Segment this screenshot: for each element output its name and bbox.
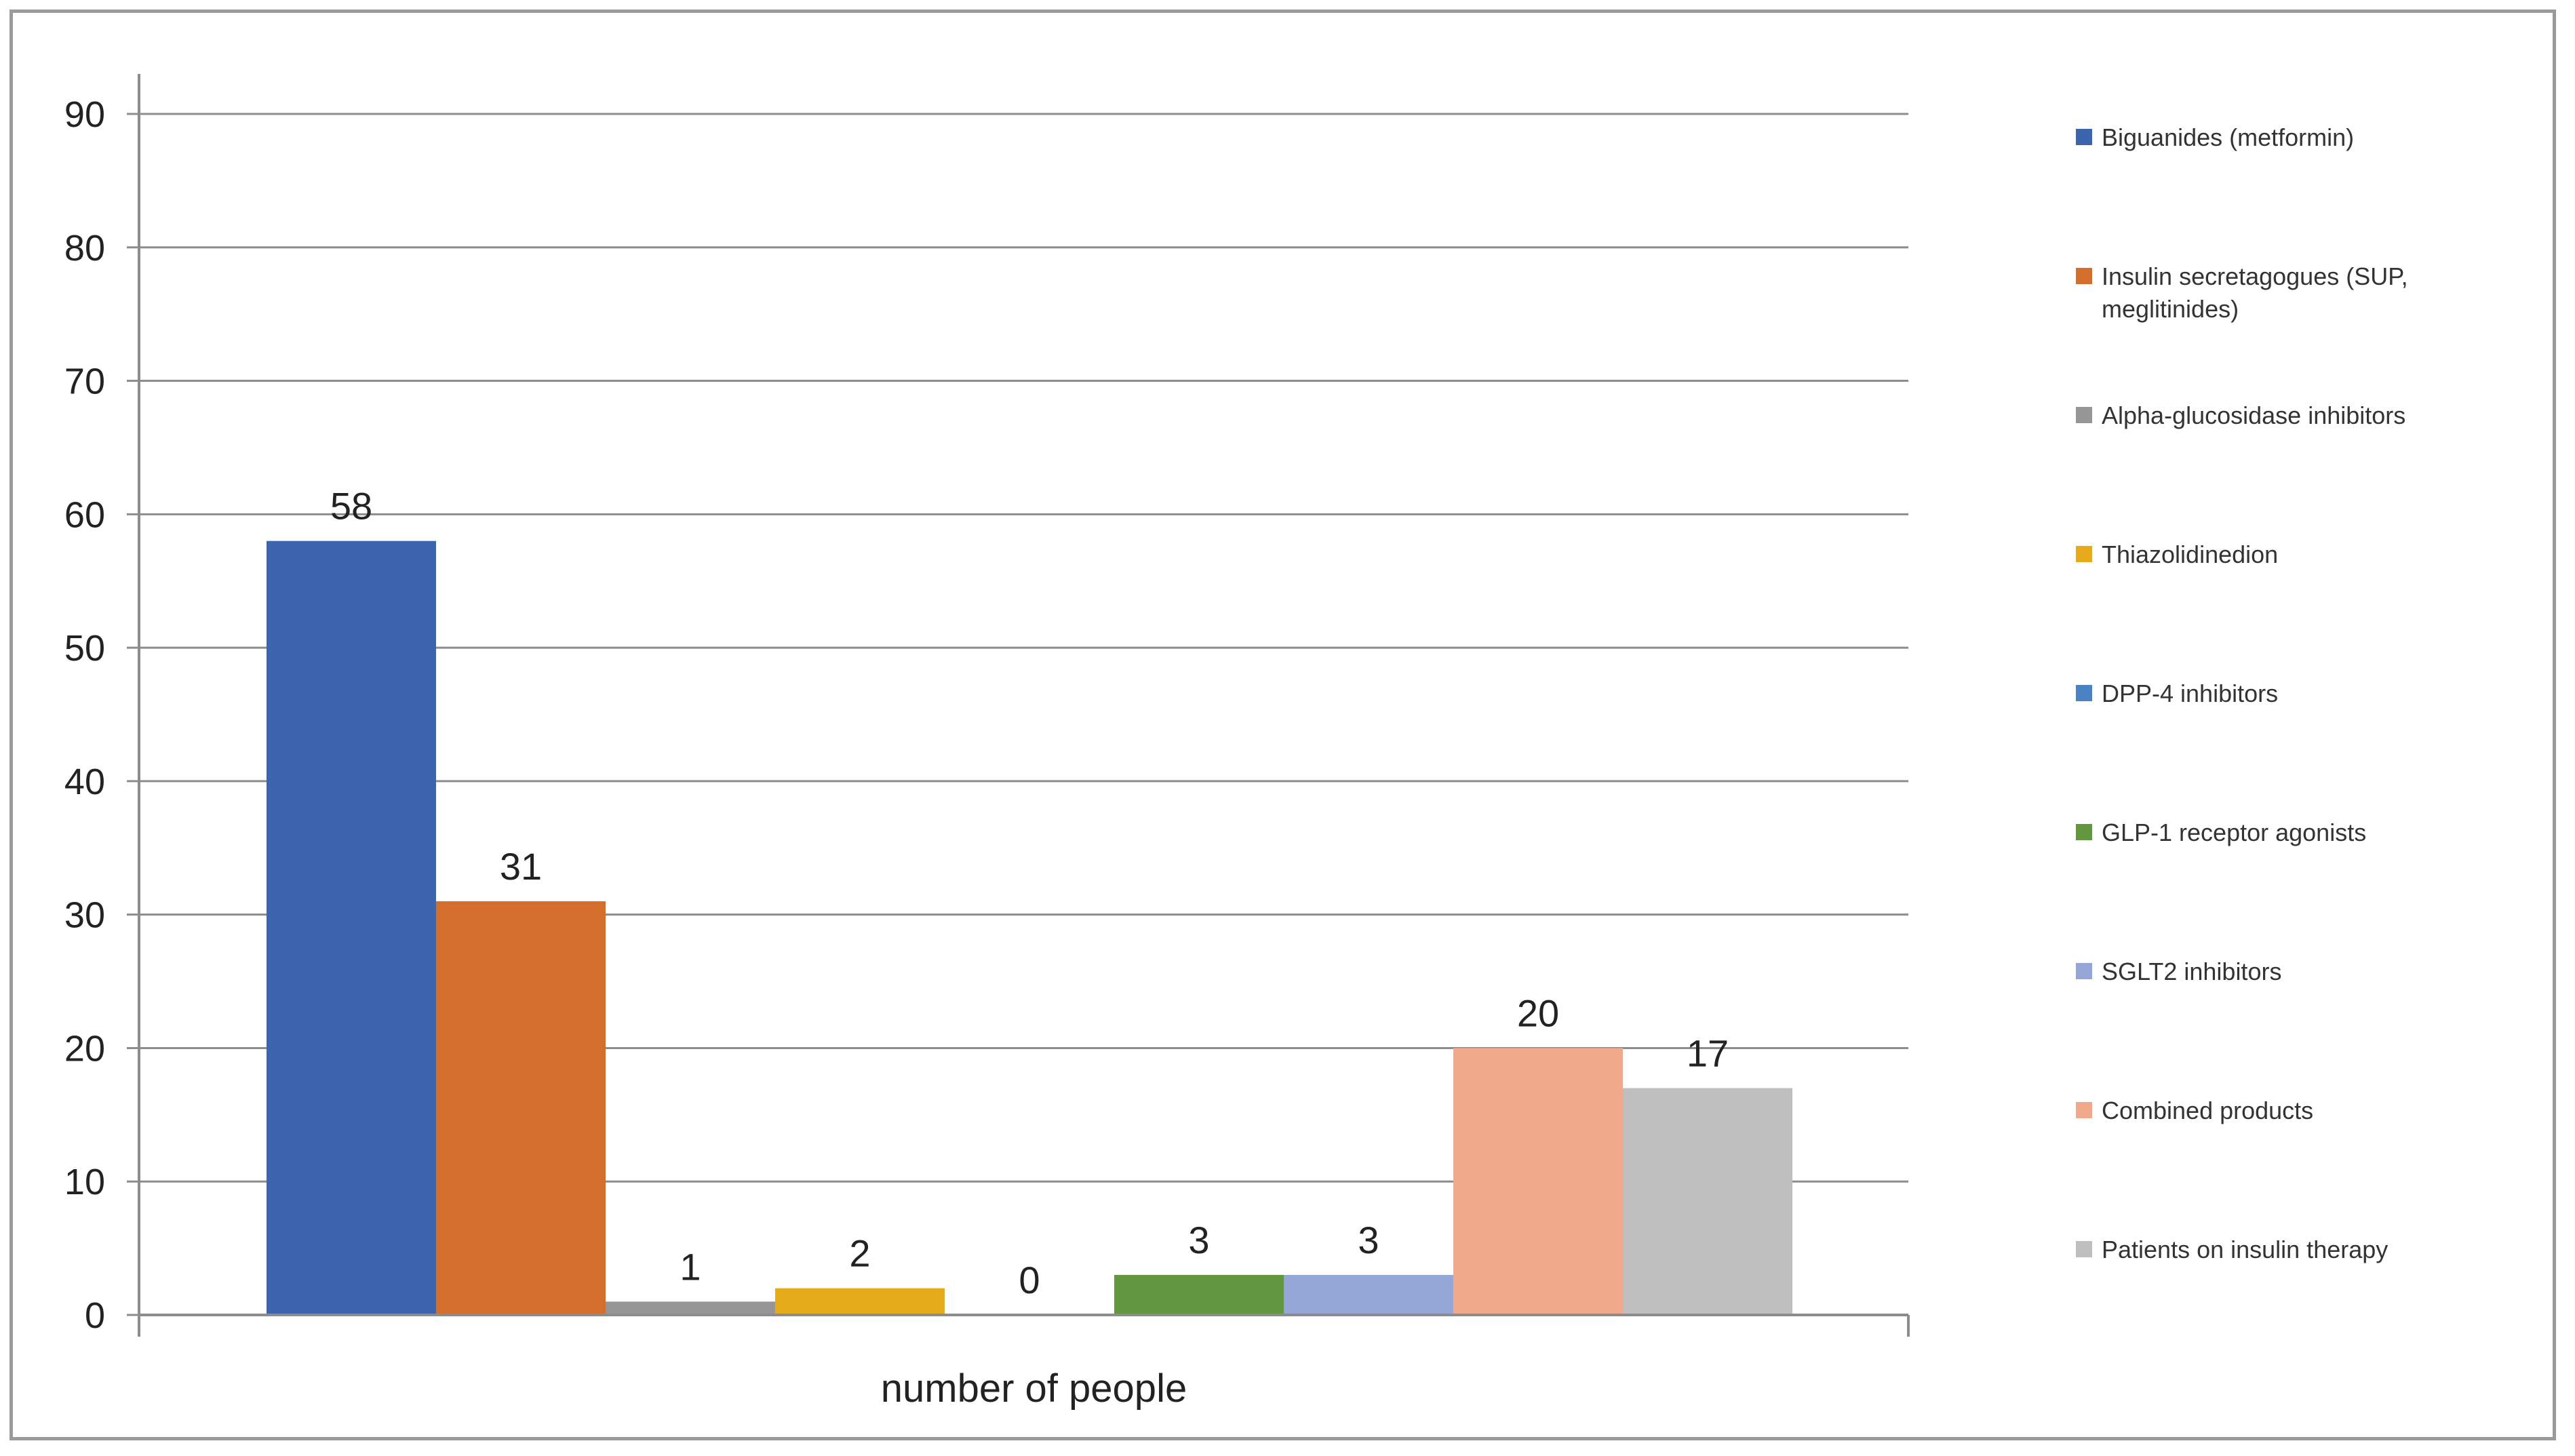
data-label: 31 [500, 845, 542, 888]
y-tick-label: 80 [64, 228, 105, 269]
legend-swatch [2076, 407, 2092, 423]
y-tick-label: 50 [64, 628, 105, 669]
data-label: 2 [849, 1232, 870, 1275]
data-label: 58 [330, 485, 372, 528]
legend-label: Insulin secretagogues (SUP, meglitinides) [2102, 262, 2408, 323]
legend-label: GLP-1 receptor agonists [2102, 819, 2366, 846]
bar [1114, 1274, 1284, 1315]
y-tick-label: 60 [64, 494, 105, 535]
legend-swatch [2076, 268, 2092, 284]
data-label: 3 [1358, 1219, 1379, 1261]
x-axis-label: number of people [881, 1366, 1187, 1411]
y-tick-label: 30 [64, 895, 105, 936]
legend-label: DPP-4 inhibitors [2102, 680, 2278, 707]
bar [1623, 1088, 1792, 1315]
legend-label: Biguanides (metformin) [2102, 123, 2354, 151]
data-label: 3 [1188, 1219, 1209, 1261]
legend-swatch [2076, 1102, 2092, 1118]
legend-label: Patients on insulin therapy [2102, 1236, 2388, 1263]
legend-swatch [2076, 129, 2092, 145]
chart-frame: 0 10 20 30 40 50 60 70 80 90 58 31 1 2 0 3 3 20 17 number… [9, 9, 2556, 1440]
y-tick-label: 20 [64, 1028, 105, 1069]
bar [1453, 1048, 1623, 1315]
y-tick-label: 0 [85, 1295, 105, 1336]
bar [436, 901, 606, 1315]
y-tick-label: 40 [64, 762, 105, 802]
legend-swatch [2076, 963, 2092, 979]
data-label: 17 [1687, 1031, 1729, 1074]
legend-swatch [2076, 685, 2092, 701]
legend-label: SGLT2 inhibitors [2102, 958, 2281, 985]
legend-swatch [2076, 1241, 2092, 1257]
y-tick-label: 90 [64, 94, 105, 135]
y-tick-label: 10 [64, 1162, 105, 1202]
data-label: 1 [680, 1245, 701, 1288]
y-tick-label: 70 [64, 361, 105, 402]
legend-swatch [2076, 824, 2092, 840]
y-axis-ticks: 0 10 20 30 40 50 60 70 80 90 [64, 94, 139, 1336]
data-label: 0 [1019, 1259, 1040, 1301]
bar [606, 1301, 775, 1315]
legend-label: Thiazolidinedion [2102, 540, 2278, 568]
axes [138, 74, 1910, 1337]
legend-label: Alpha-glucosidase inhibitors [2102, 401, 2405, 429]
bars [267, 540, 1792, 1315]
legend-swatch [2076, 546, 2092, 562]
data-label: 20 [1517, 991, 1559, 1034]
bar [267, 540, 436, 1315]
bar [1284, 1274, 1453, 1315]
legend-label: Combined products [2102, 1097, 2313, 1124]
legend: Biguanides (metformin) Insulin secretagog… [2076, 123, 2408, 1263]
bar [775, 1288, 945, 1315]
